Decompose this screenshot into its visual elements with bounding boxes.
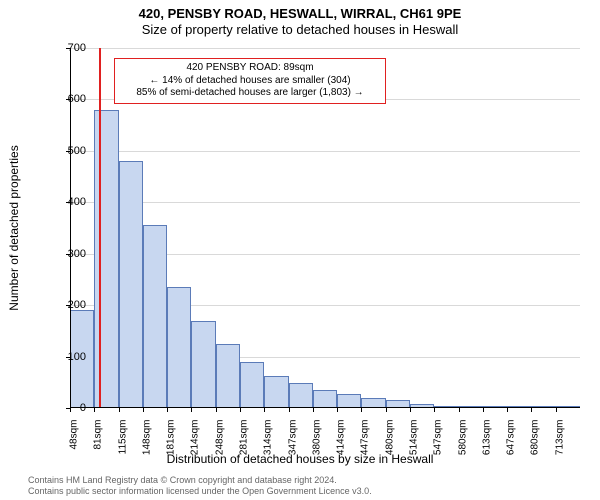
xtick-label: 380sqm [311, 420, 322, 456]
xtick-label: 647sqm [506, 420, 517, 456]
histogram-bar [143, 225, 167, 408]
xtick-mark [264, 408, 265, 412]
xtick-label: 281sqm [239, 420, 250, 456]
xtick-mark [216, 408, 217, 412]
ytick-label: 600 [68, 93, 86, 105]
annotation-box: 420 PENSBY ROAD: 89sqm ← 14% of detached… [114, 58, 386, 104]
xtick-label: 547sqm [433, 420, 444, 456]
annotation-line2: ← 14% of detached houses are smaller (30… [121, 75, 379, 88]
xtick-label: 580sqm [457, 420, 468, 456]
xtick-mark [143, 408, 144, 412]
xtick-label: 447sqm [360, 420, 371, 456]
gridline [70, 48, 580, 49]
ytick-label: 300 [68, 248, 86, 260]
xtick-label: 314sqm [263, 420, 274, 456]
xtick-label: 514sqm [409, 420, 420, 456]
histogram-bar [119, 161, 143, 408]
gridline [70, 202, 580, 203]
xtick-mark [313, 408, 314, 412]
footer-line2: Contains public sector information licen… [28, 486, 372, 496]
xtick-label: 48sqm [69, 420, 80, 450]
ytick-label: 200 [68, 299, 86, 311]
histogram-bar [167, 287, 191, 408]
histogram-bar [191, 321, 215, 408]
annotation-line1: 420 PENSBY ROAD: 89sqm [121, 62, 379, 75]
xtick-mark [556, 408, 557, 412]
xtick-label: 680sqm [530, 420, 541, 456]
xtick-label: 148sqm [141, 420, 152, 456]
histogram-bar [216, 344, 240, 408]
annotation-line3: 85% of semi-detached houses are larger (… [121, 87, 379, 100]
xtick-mark [434, 408, 435, 412]
ytick-label: 100 [68, 351, 86, 363]
xtick-mark [507, 408, 508, 412]
xtick-label: 713sqm [554, 420, 565, 456]
chart-title-line2: Size of property relative to detached ho… [0, 22, 600, 37]
xtick-mark [289, 408, 290, 412]
histogram-bar [337, 394, 361, 408]
xtick-mark [459, 408, 460, 412]
ytick-label: 0 [80, 402, 86, 414]
xtick-mark [70, 408, 71, 412]
ytick-label: 400 [68, 196, 86, 208]
xtick-mark [337, 408, 338, 412]
xtick-mark [410, 408, 411, 412]
xtick-mark [94, 408, 95, 412]
xtick-label: 214sqm [190, 420, 201, 456]
xtick-label: 248sqm [214, 420, 225, 456]
xtick-mark [240, 408, 241, 412]
marker-line [99, 48, 101, 408]
histogram-bar [289, 383, 313, 408]
xtick-label: 181sqm [166, 420, 177, 456]
xtick-label: 347sqm [287, 420, 298, 456]
gridline [70, 151, 580, 152]
footer-line1: Contains HM Land Registry data © Crown c… [28, 475, 372, 485]
x-axis-line [70, 407, 580, 408]
xtick-mark [119, 408, 120, 412]
xtick-label: 115sqm [117, 420, 128, 455]
xtick-label: 414sqm [336, 420, 347, 456]
xtick-label: 480sqm [384, 420, 395, 456]
y-axis-label: Number of detached properties [7, 145, 21, 310]
xtick-mark [386, 408, 387, 412]
footer-attribution: Contains HM Land Registry data © Crown c… [28, 475, 372, 496]
histogram-bar [240, 362, 264, 408]
ytick-label: 500 [68, 145, 86, 157]
xtick-mark [167, 408, 168, 412]
chart-title-line1: 420, PENSBY ROAD, HESWALL, WIRRAL, CH61 … [0, 6, 600, 21]
ytick-label: 700 [68, 42, 86, 54]
xtick-mark [531, 408, 532, 412]
xtick-label: 81sqm [93, 420, 104, 450]
chart-container: 420, PENSBY ROAD, HESWALL, WIRRAL, CH61 … [0, 0, 600, 500]
xtick-mark [483, 408, 484, 412]
histogram-bar [313, 390, 337, 409]
xtick-mark [191, 408, 192, 412]
xtick-label: 613sqm [481, 420, 492, 456]
xtick-mark [361, 408, 362, 412]
histogram-bar [264, 376, 288, 408]
